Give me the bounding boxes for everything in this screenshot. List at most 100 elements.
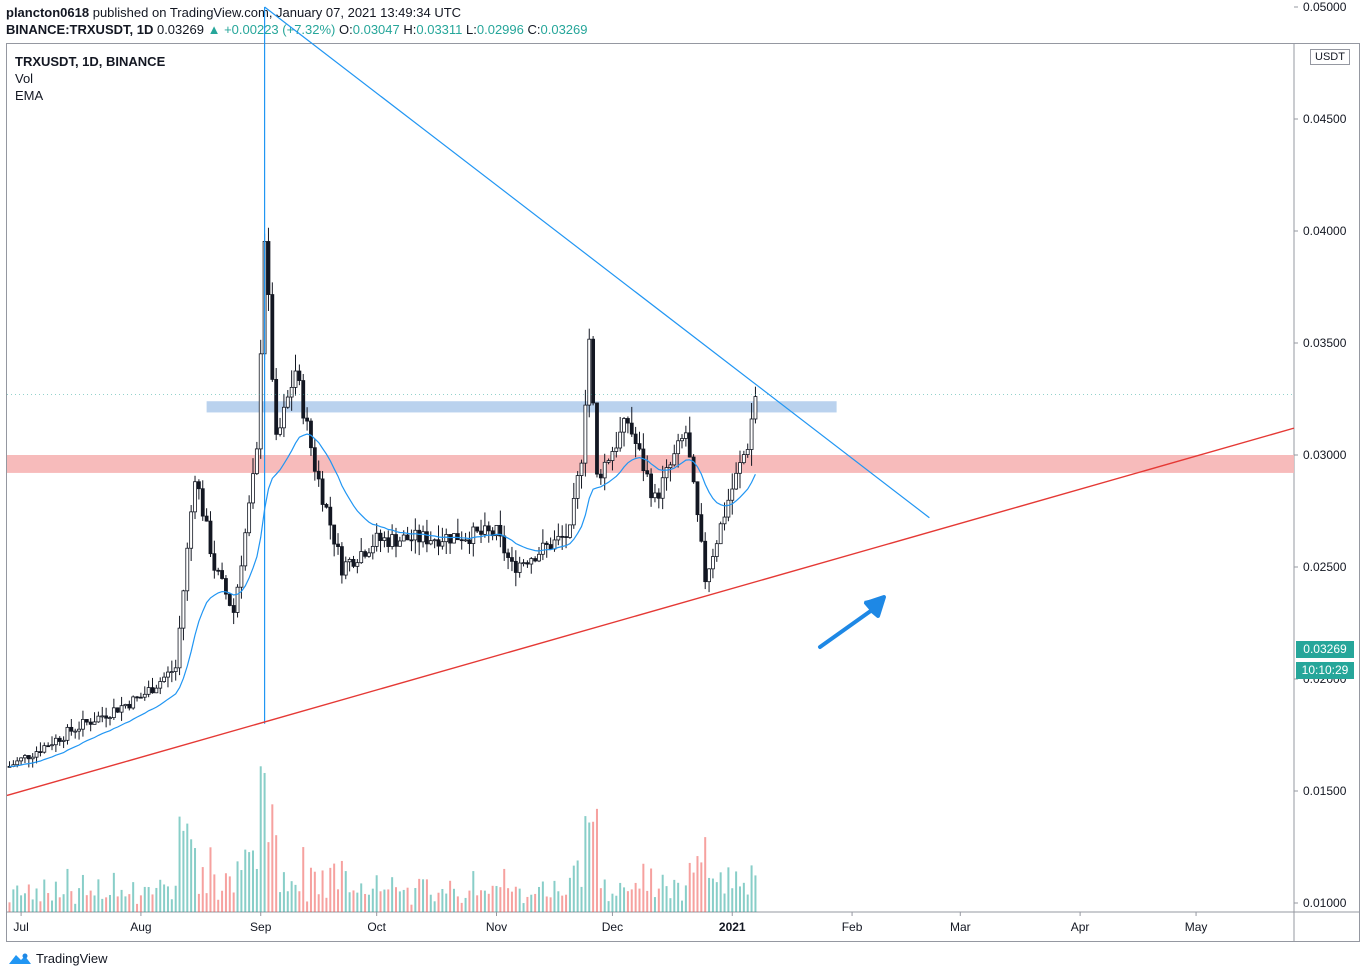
volume-bar — [132, 882, 135, 912]
candle-body — [595, 402, 599, 475]
candle-body — [150, 687, 155, 694]
currency-unit[interactable]: USDT — [1310, 49, 1350, 65]
candle-body — [142, 693, 147, 698]
volume-bar — [526, 896, 529, 912]
volume-bar — [673, 879, 676, 912]
volume-bar — [197, 893, 200, 912]
candle-body — [734, 472, 739, 490]
candle-body — [525, 562, 530, 565]
volume-bar — [302, 847, 305, 912]
volume-bar — [43, 879, 46, 912]
footer-brand[interactable]: TradingView — [8, 951, 108, 966]
volume-bar — [20, 895, 23, 912]
candle-body — [741, 454, 746, 464]
countdown-tag: 10:10:29 — [1296, 662, 1354, 679]
candle-body — [127, 703, 132, 709]
volume-bar — [433, 901, 436, 912]
volume-bar — [12, 889, 15, 912]
volume-bar — [217, 899, 220, 912]
volume-bar — [255, 868, 258, 912]
volume-bar — [572, 865, 575, 912]
volume-bar — [174, 885, 177, 912]
candle-body — [73, 730, 78, 733]
candle-body — [258, 353, 263, 450]
volume-bar — [337, 889, 340, 912]
volume-bar — [16, 885, 19, 912]
candle-body — [50, 744, 54, 747]
x-tick-label: Mar — [950, 920, 971, 934]
legend-title[interactable]: TRXUSDT, 1D, BINANCE — [15, 54, 166, 69]
volume-bar — [275, 835, 278, 912]
candle-body — [687, 432, 692, 458]
candle-body — [328, 506, 333, 526]
legend-ema[interactable]: EMA — [15, 88, 44, 103]
candle-body — [513, 560, 518, 573]
candle-body — [521, 562, 526, 565]
candle-body — [220, 570, 224, 579]
blue-zone[interactable] — [206, 401, 837, 413]
volume-bar — [356, 892, 359, 912]
candle-body — [316, 470, 321, 480]
candle-body — [583, 404, 588, 464]
candle-body — [266, 241, 271, 295]
candle-body — [529, 558, 534, 565]
volume-bar — [472, 871, 475, 912]
candle-body — [506, 552, 510, 558]
volume-bar — [468, 890, 471, 912]
ascending-support-line[interactable] — [6, 427, 1295, 797]
publisher-line: plancton0618 published on TradingView.co… — [6, 5, 461, 20]
candle-body — [131, 696, 136, 709]
candle-body — [691, 456, 696, 483]
candle-body — [374, 532, 379, 547]
volume-bar — [395, 887, 397, 912]
volume-bar — [190, 839, 193, 912]
volume-bar — [425, 879, 428, 912]
volume-bar — [549, 897, 552, 912]
candle-body — [448, 534, 453, 544]
descending-trendline[interactable] — [264, 6, 930, 519]
volume-bar — [483, 890, 486, 912]
candle-body — [602, 461, 607, 479]
volume-bar — [445, 893, 448, 912]
volume-bar — [576, 860, 579, 912]
volume-bar — [623, 887, 626, 912]
volume-bar — [85, 895, 88, 912]
volume-bar — [738, 886, 741, 912]
volume-bar — [646, 890, 649, 912]
volume-bar — [120, 889, 123, 912]
candle-body — [571, 497, 576, 526]
candle-body — [193, 481, 197, 513]
volume-bar — [224, 873, 227, 912]
candle-body — [61, 739, 66, 742]
volume-bar — [248, 852, 251, 912]
volume-bar — [31, 899, 34, 912]
y-tick-label: 0.01000 — [1303, 896, 1347, 910]
volume-bar — [66, 868, 69, 912]
y-tick-label: 0.03000 — [1303, 448, 1347, 462]
volume-bar — [8, 902, 11, 912]
candle-body — [413, 529, 418, 541]
volume-bar — [391, 877, 394, 912]
candle-body — [367, 552, 371, 557]
volume-bar — [499, 887, 502, 912]
open-value: 0.03047 — [352, 22, 400, 37]
candle-body — [656, 492, 661, 499]
candle-body — [108, 717, 112, 720]
y-tick-label: 0.04000 — [1303, 224, 1347, 238]
volume-bar — [89, 890, 92, 912]
publisher-name[interactable]: plancton0618 — [6, 5, 90, 20]
volume-bar — [561, 895, 564, 912]
candle-body — [293, 370, 298, 388]
candle-body — [425, 531, 429, 545]
candle-body — [84, 719, 89, 723]
candle-body — [100, 715, 105, 718]
volume-bar — [39, 901, 42, 912]
candle-body — [382, 537, 387, 541]
candle-body — [336, 543, 340, 547]
candle-body — [463, 539, 468, 542]
candle-body — [459, 539, 464, 542]
candle-body — [722, 516, 727, 525]
candle-body — [409, 539, 414, 542]
legend-vol[interactable]: Vol — [15, 71, 34, 86]
